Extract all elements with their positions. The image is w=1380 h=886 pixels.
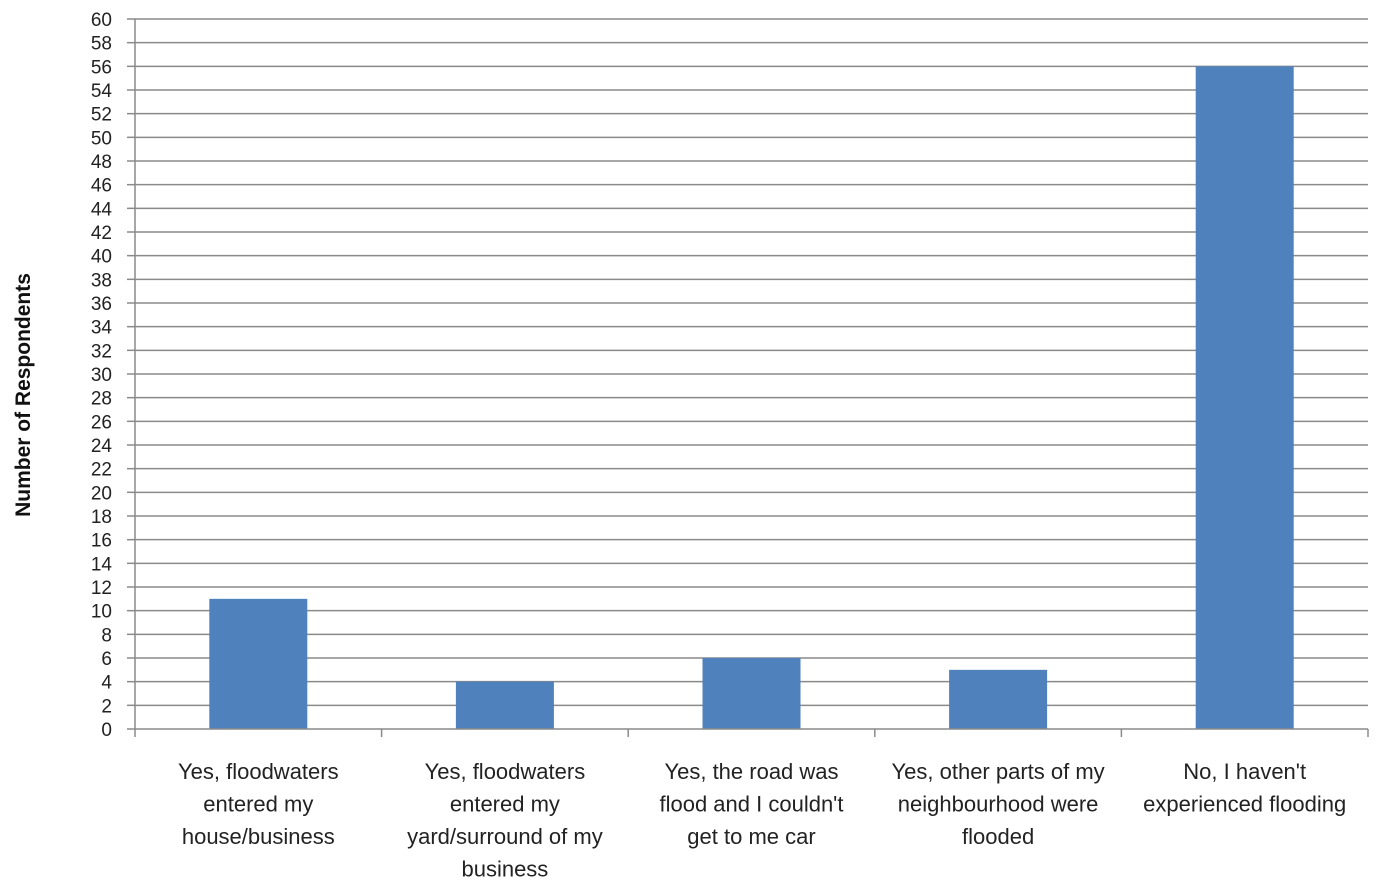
y-tick-label: 42	[91, 223, 112, 244]
y-axis-label: Number of Respondents	[12, 273, 35, 517]
bar	[1195, 66, 1294, 730]
y-tick-label: 24	[91, 436, 113, 457]
y-tick-label: 60	[91, 10, 112, 31]
y-tick-label: 58	[91, 34, 112, 55]
y-tick-label: 38	[91, 270, 112, 291]
y-tick-label: 26	[91, 412, 112, 433]
y-tick-label: 46	[91, 176, 112, 197]
y-tick-label: 54	[91, 81, 113, 102]
y-tick-label: 20	[91, 483, 112, 504]
bars	[209, 66, 1294, 730]
y-tick-label: 10	[91, 602, 112, 623]
y-tick-label: 22	[91, 460, 112, 481]
y-tick-label: 2	[101, 696, 112, 717]
y-tick-labels: 0246810121416182022242628303234363840424…	[91, 10, 113, 741]
y-tick-label: 30	[91, 365, 112, 386]
y-tick-label: 32	[91, 341, 112, 362]
x-category-labels: Yes, floodwaters entered my house/business…	[178, 759, 1346, 882]
y-tick-label: 18	[91, 507, 112, 528]
axes	[127, 18, 1369, 737]
bar	[455, 681, 554, 729]
bar	[702, 658, 801, 729]
y-tick-label: 4	[101, 673, 112, 694]
y-tick-label: 36	[91, 294, 112, 315]
bar	[949, 669, 1048, 729]
y-tick-label: 28	[91, 389, 112, 410]
gridlines	[135, 18, 1368, 707]
y-tick-label: 34	[91, 318, 113, 339]
x-category-label: Yes, floodwaters entered my house/business	[178, 759, 339, 849]
y-tick-label: 52	[91, 105, 112, 126]
y-tick-label: 48	[91, 152, 112, 173]
y-tick-label: 12	[91, 578, 112, 599]
x-category-label: No, I haven't experienced flooding	[1143, 759, 1346, 817]
x-category-label: Yes, other parts of my neighbourhood were…	[892, 759, 1105, 849]
y-tick-label: 6	[101, 649, 112, 670]
y-tick-label: 56	[91, 57, 112, 78]
x-category-label: Yes, the road was flood and I couldn't get…	[659, 759, 843, 849]
y-tick-label: 40	[91, 247, 112, 268]
y-tick-label: 14	[91, 554, 113, 575]
y-tick-label: 50	[91, 128, 112, 149]
y-tick-label: 0	[101, 720, 112, 741]
y-tick-label: 16	[91, 531, 112, 552]
bar	[209, 598, 308, 729]
y-tick-label: 8	[101, 625, 112, 646]
x-category-label: Yes, floodwaters entered my yard/surround …	[407, 759, 603, 882]
y-tick-label: 44	[91, 199, 113, 220]
